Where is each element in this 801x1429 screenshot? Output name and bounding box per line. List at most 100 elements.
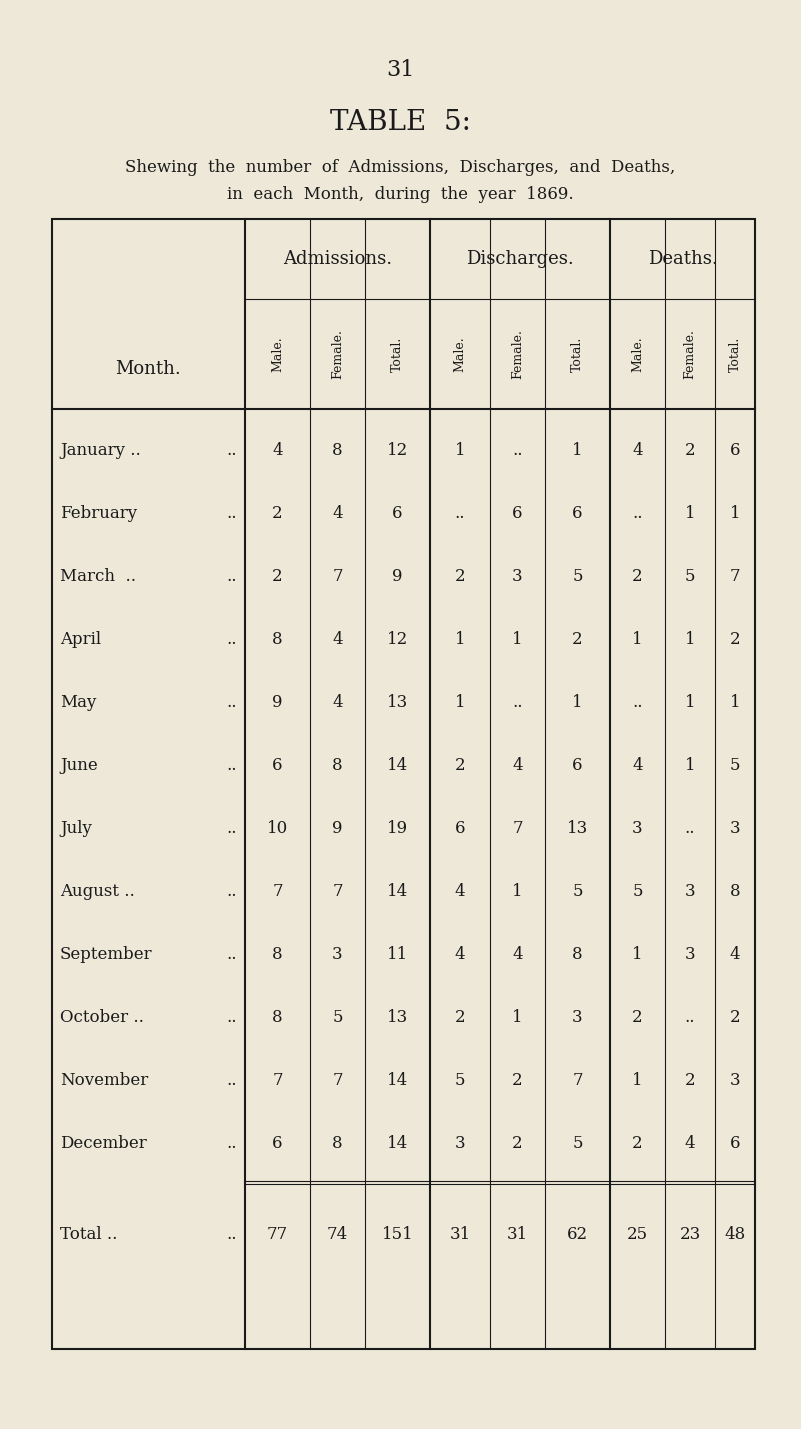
- Text: 5: 5: [572, 1135, 583, 1152]
- Text: 11: 11: [387, 946, 409, 963]
- Text: October ..: October ..: [60, 1009, 144, 1026]
- Text: 7: 7: [332, 1072, 343, 1089]
- Text: 3: 3: [685, 883, 695, 900]
- Text: 3: 3: [730, 1072, 740, 1089]
- Text: 8: 8: [572, 946, 583, 963]
- Text: 151: 151: [381, 1226, 413, 1243]
- Text: 1: 1: [455, 630, 465, 647]
- Text: Female.: Female.: [683, 329, 697, 379]
- Text: 2: 2: [685, 1072, 695, 1089]
- Text: 3: 3: [512, 567, 523, 584]
- Text: 1: 1: [572, 694, 583, 710]
- Text: September: September: [60, 946, 153, 963]
- Text: 5: 5: [332, 1009, 343, 1026]
- Text: July: July: [60, 820, 92, 837]
- Text: 4: 4: [272, 442, 283, 459]
- Text: 9: 9: [272, 694, 283, 710]
- Text: ..: ..: [227, 946, 237, 963]
- Text: 2: 2: [455, 1009, 465, 1026]
- Text: ..: ..: [227, 1226, 237, 1243]
- Text: April: April: [60, 630, 101, 647]
- Text: Total.: Total.: [571, 336, 584, 372]
- Text: 5: 5: [730, 757, 740, 773]
- Text: Male.: Male.: [631, 336, 644, 372]
- Text: ..: ..: [227, 1072, 237, 1089]
- Text: 62: 62: [567, 1226, 588, 1243]
- Text: 5: 5: [572, 567, 583, 584]
- Text: 2: 2: [572, 630, 583, 647]
- Text: 77: 77: [267, 1226, 288, 1243]
- Text: 1: 1: [685, 694, 695, 710]
- Text: ..: ..: [227, 694, 237, 710]
- Text: 1: 1: [455, 694, 465, 710]
- Text: November: November: [60, 1072, 148, 1089]
- Text: ..: ..: [227, 567, 237, 584]
- Text: 4: 4: [455, 883, 465, 900]
- Text: ..: ..: [227, 504, 237, 522]
- Text: 8: 8: [332, 757, 343, 773]
- Text: 2: 2: [512, 1135, 523, 1152]
- Text: 8: 8: [272, 1009, 283, 1026]
- Text: ..: ..: [455, 504, 465, 522]
- Text: 12: 12: [387, 442, 409, 459]
- Text: 14: 14: [387, 757, 409, 773]
- Text: 6: 6: [513, 504, 523, 522]
- Text: ..: ..: [227, 820, 237, 837]
- Text: 7: 7: [572, 1072, 583, 1089]
- Text: TABLE  5:: TABLE 5:: [329, 109, 470, 136]
- Text: 6: 6: [730, 1135, 740, 1152]
- Text: 2: 2: [512, 1072, 523, 1089]
- Text: 6: 6: [455, 820, 465, 837]
- Text: 2: 2: [455, 757, 465, 773]
- Text: 7: 7: [512, 820, 523, 837]
- Text: 74: 74: [327, 1226, 348, 1243]
- Text: 2: 2: [272, 567, 283, 584]
- Text: February: February: [60, 504, 137, 522]
- Text: 1: 1: [512, 883, 523, 900]
- Text: 6: 6: [392, 504, 403, 522]
- Text: May: May: [60, 694, 96, 710]
- Text: 1: 1: [685, 757, 695, 773]
- Text: ..: ..: [513, 442, 523, 459]
- Text: 3: 3: [685, 946, 695, 963]
- Text: 4: 4: [512, 757, 523, 773]
- Text: 6: 6: [272, 757, 283, 773]
- Text: 14: 14: [387, 1072, 409, 1089]
- Text: 4: 4: [512, 946, 523, 963]
- Text: 6: 6: [272, 1135, 283, 1152]
- Text: 2: 2: [632, 567, 643, 584]
- Text: ..: ..: [227, 630, 237, 647]
- Text: ..: ..: [632, 504, 642, 522]
- Text: 4: 4: [332, 630, 343, 647]
- Text: 1: 1: [730, 504, 740, 522]
- Text: 1: 1: [632, 946, 643, 963]
- Text: January ..: January ..: [60, 442, 141, 459]
- Text: 31: 31: [449, 1226, 471, 1243]
- Text: 1: 1: [632, 630, 643, 647]
- Text: 19: 19: [387, 820, 408, 837]
- Text: ..: ..: [227, 883, 237, 900]
- Text: 23: 23: [679, 1226, 701, 1243]
- Text: Deaths.: Deaths.: [648, 250, 718, 269]
- Text: 4: 4: [632, 757, 643, 773]
- Text: 7: 7: [730, 567, 740, 584]
- Text: ..: ..: [685, 1009, 695, 1026]
- Text: 12: 12: [387, 630, 409, 647]
- Text: Total.: Total.: [391, 336, 404, 372]
- Text: 5: 5: [632, 883, 642, 900]
- Text: in  each  Month,  during  the  year  1869.: in each Month, during the year 1869.: [227, 186, 574, 203]
- Text: ..: ..: [513, 694, 523, 710]
- Text: 2: 2: [632, 1009, 643, 1026]
- Text: 1: 1: [685, 504, 695, 522]
- Text: ..: ..: [227, 1135, 237, 1152]
- Text: 1: 1: [455, 442, 465, 459]
- Text: 2: 2: [730, 1009, 740, 1026]
- Text: 14: 14: [387, 883, 409, 900]
- Text: 2: 2: [455, 567, 465, 584]
- Text: 1: 1: [685, 630, 695, 647]
- Text: 10: 10: [267, 820, 288, 837]
- Text: 3: 3: [332, 946, 343, 963]
- Text: 6: 6: [572, 504, 583, 522]
- Text: 9: 9: [392, 567, 403, 584]
- Text: 8: 8: [272, 946, 283, 963]
